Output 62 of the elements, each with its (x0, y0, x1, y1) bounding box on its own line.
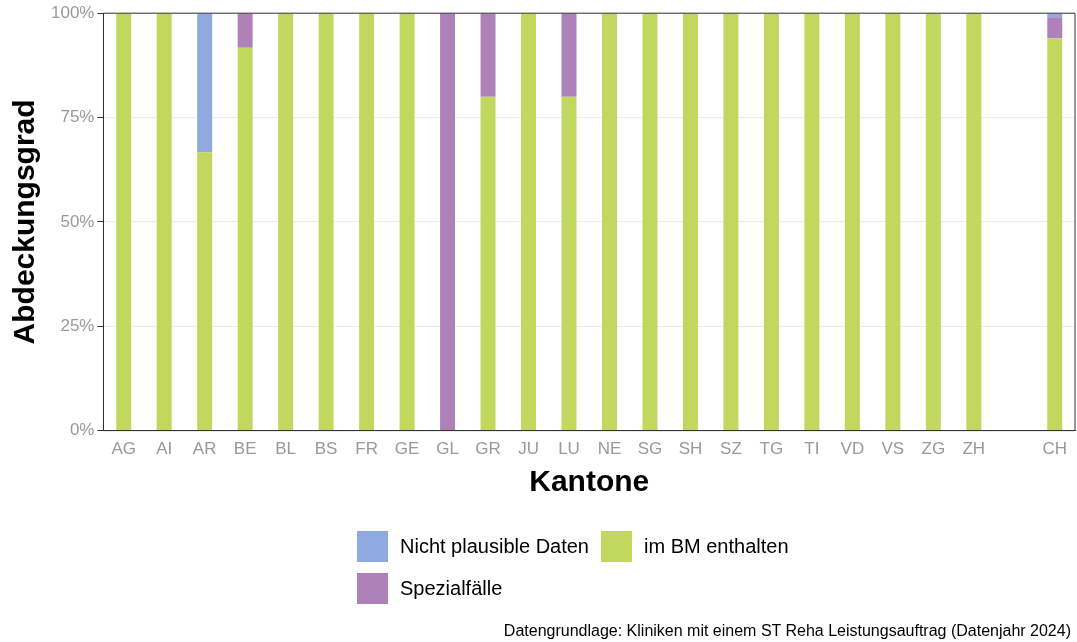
x-tick-label: AG (111, 439, 136, 459)
x-tick-label: VS (881, 439, 905, 459)
bar (116, 13, 132, 431)
y-tick-label: 50% (60, 211, 95, 231)
y-tick-label: 100% (51, 2, 95, 22)
bar (480, 13, 496, 97)
y-tick-label: 75% (60, 107, 95, 127)
y-tick-label: 25% (60, 315, 95, 335)
bar (318, 13, 334, 431)
x-tick-label: SH (678, 439, 703, 459)
bar (804, 13, 820, 431)
bar (399, 13, 415, 431)
x-tick-label: VD (840, 439, 865, 459)
bar (642, 13, 658, 431)
y-tick-label: 0% (69, 420, 95, 440)
bar (480, 96, 496, 431)
bar (723, 13, 739, 431)
x-tick-label: GL (436, 439, 459, 459)
bar (359, 13, 375, 431)
bar (844, 13, 860, 431)
x-tick-label: CH (1042, 439, 1068, 459)
legend-label: im BM enthalten (644, 534, 789, 558)
x-tick-label: FR (355, 439, 378, 459)
legend-label: Nicht plausible Daten (400, 534, 589, 558)
x-tick-label: LU (558, 439, 580, 459)
x-tick-label: ZH (962, 439, 986, 459)
x-tick-label: TG (759, 439, 784, 459)
bar (885, 13, 901, 431)
bar (1047, 38, 1063, 431)
x-tick-label: BL (275, 439, 297, 459)
bar (561, 96, 577, 431)
x-tick-label: JU (518, 439, 539, 459)
bar (197, 152, 213, 431)
x-tick-label: AR (192, 439, 217, 459)
x-tick-label: TI (804, 439, 820, 459)
text: Datengrundlage: Kliniken mit einem ST Reha Leistungsauftrag (Datenjahr 2024) (503, 622, 1071, 640)
y-axis-title: Abdeckungsgrad (7, 99, 41, 345)
x-tick-label: GE (394, 439, 420, 459)
x-tick-label: ZG (921, 439, 946, 459)
bar (763, 13, 779, 431)
x-tick-label: BS (314, 439, 338, 459)
bar (601, 13, 617, 431)
x-tick-label: SG (637, 439, 663, 459)
legend-label: Spezialfälle (400, 576, 503, 600)
bar (237, 47, 253, 431)
bar (925, 13, 941, 431)
bar (237, 13, 253, 48)
x-tick-label: NE (597, 439, 622, 459)
bar (278, 13, 294, 431)
bar (156, 13, 172, 431)
bar (561, 13, 577, 97)
bar (440, 13, 456, 431)
x-tick-label: SZ (720, 439, 742, 459)
bar (682, 13, 698, 431)
x-tick-label: GR (475, 439, 501, 459)
bar (966, 13, 982, 431)
x-tick-label: AI (156, 439, 173, 459)
bar (1047, 17, 1063, 39)
x-axis-title: Kantone (529, 464, 650, 498)
bar (197, 13, 213, 153)
bar (521, 13, 537, 431)
x-tick-label: BE (233, 439, 257, 459)
